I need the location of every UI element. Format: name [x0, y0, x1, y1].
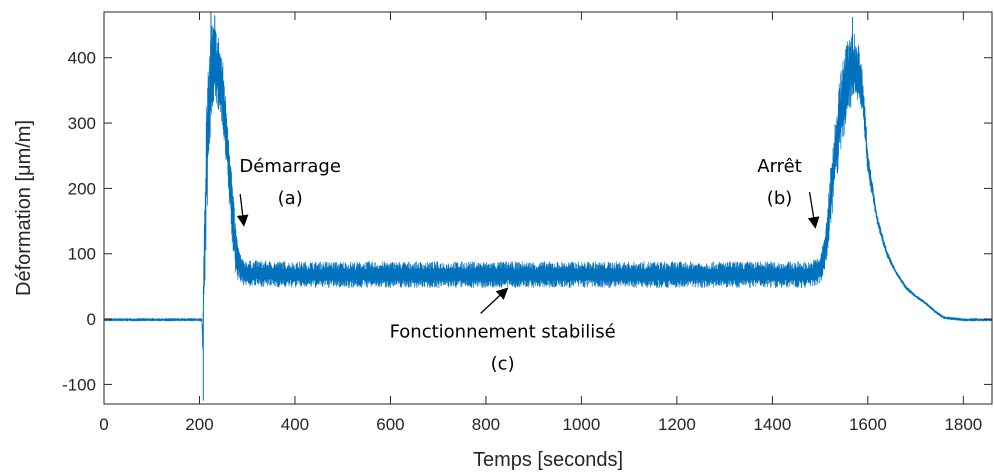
plot-frame	[103, 11, 993, 405]
annotation-arrow	[480, 287, 509, 314]
y-axis-label: Déformation [μm/m]	[13, 120, 35, 296]
y-tick-label: 200	[68, 179, 96, 198]
annotation-label: Fonctionnement stabilisé	[390, 321, 616, 342]
annotation-label: Démarrage	[239, 156, 341, 177]
x-tick-label: 0	[99, 415, 108, 434]
x-tick-label: 1800	[944, 415, 982, 434]
annotation-sublabel: (b)	[767, 188, 792, 209]
x-tick-label: 1600	[849, 415, 887, 434]
x-tick-label: 1200	[658, 415, 696, 434]
y-axis: -100 0 100 200 300 400	[62, 49, 992, 394]
annotation-arrow	[236, 193, 249, 227]
x-tick-label: 400	[281, 415, 309, 434]
y-tick-label: -100	[62, 375, 96, 394]
x-axis-label: Temps [seconds]	[473, 449, 623, 471]
x-tick-label: 800	[472, 415, 500, 434]
y-tick-label: 0	[87, 310, 96, 329]
x-tick-label: 200	[185, 415, 213, 434]
y-tick-label: 400	[68, 49, 96, 68]
x-tick-label: 1400	[753, 415, 791, 434]
annotation-sublabel: (c)	[491, 353, 515, 374]
annotation-sublabel: (a)	[278, 188, 303, 209]
annotation-arrow	[807, 191, 820, 229]
annotation-label: Arrêt	[757, 156, 802, 177]
x-tick-label: 600	[376, 415, 404, 434]
signal-line	[103, 25, 993, 349]
y-tick-label: 100	[68, 245, 96, 264]
annotations: Démarrage (a) Arrêt (b) Fonctionnement stabi…	[236, 156, 820, 374]
signal-layer	[103, 12, 993, 401]
x-tick-label: 1000	[563, 415, 601, 434]
x-axis: 0 200 400 600 800 1000 1200 1400 1600 1800	[99, 12, 982, 434]
y-tick-label: 300	[68, 114, 96, 133]
